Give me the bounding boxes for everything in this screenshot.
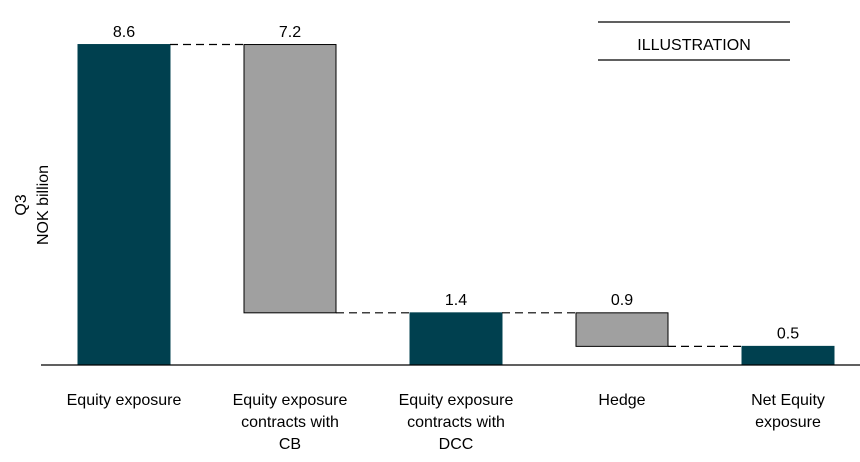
bar (741, 345, 835, 366)
x-tick-label: Equity exposure contracts with CB (232, 392, 348, 453)
bar (575, 312, 669, 347)
bar (243, 44, 337, 314)
y-axis-label: Q3 (13, 194, 30, 215)
y-axis-label: NOK billion (35, 165, 52, 245)
value-label: 1.4 (445, 292, 467, 309)
value-label: 7.2 (279, 24, 301, 41)
value-label: 0.9 (611, 292, 633, 309)
x-tick-label: Hedge (598, 392, 646, 409)
x-tick-label: Net Equity exposure (751, 392, 825, 431)
x-tick-label: Equity exposure (66, 392, 182, 409)
bar (77, 44, 171, 366)
value-label: 0.5 (777, 326, 799, 343)
annotation: ILLUSTRATION (637, 37, 751, 54)
x-tick-label: Equity exposure contracts with DCC (398, 392, 514, 453)
bar (409, 312, 503, 366)
value-label: 8.6 (113, 24, 135, 41)
